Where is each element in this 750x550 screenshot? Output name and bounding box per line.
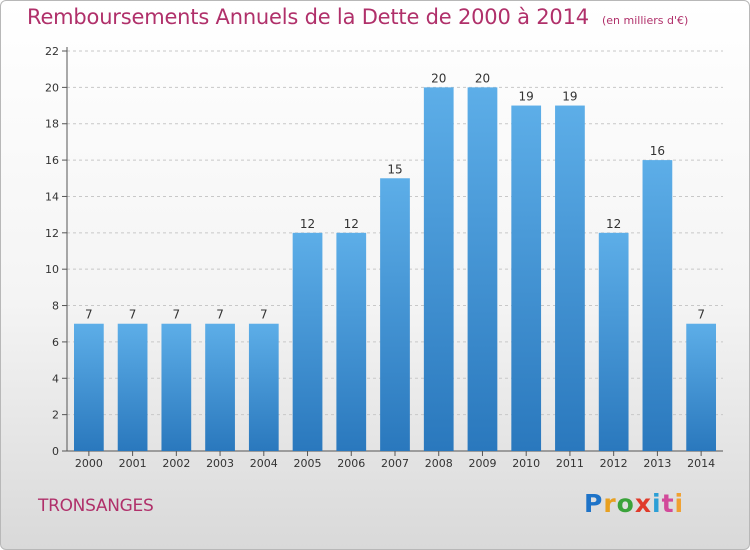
bar xyxy=(511,105,542,451)
bar-value-label: 15 xyxy=(387,162,402,176)
logo-letter: t xyxy=(661,489,675,518)
y-tick-label: 22 xyxy=(45,45,59,58)
logo-letter: o xyxy=(616,489,635,518)
logo-letter: x xyxy=(634,489,652,518)
y-tick-label: 4 xyxy=(52,372,59,385)
bar xyxy=(205,323,235,451)
y-tick-label: 6 xyxy=(52,336,59,349)
y-tick-label: 10 xyxy=(45,263,59,276)
bar-value-label: 12 xyxy=(344,217,359,231)
title-row: Remboursements Annuels de la Dette de 20… xyxy=(27,5,688,29)
chart-subtitle: (en milliers d'€) xyxy=(602,14,689,27)
bar xyxy=(336,232,367,451)
bar-value-label: 19 xyxy=(519,90,534,104)
x-tick-label: 2004 xyxy=(250,457,278,470)
bars xyxy=(73,87,717,452)
y-tick-label: 0 xyxy=(52,445,59,458)
bar xyxy=(555,105,585,451)
x-tick-label: 2013 xyxy=(643,457,671,470)
bar-value-label: 19 xyxy=(562,90,577,104)
logo-letter: i xyxy=(652,489,662,518)
x-tick-label: 2006 xyxy=(337,457,365,470)
bar-value-label: 7 xyxy=(697,308,705,322)
bar xyxy=(73,323,104,451)
data-labels: 7 7 7 7 7 12 12 15 20 20 19 19 12 16 7 xyxy=(85,71,705,321)
y-tick-label: 8 xyxy=(52,300,59,313)
bar-value-label: 7 xyxy=(216,308,224,322)
bar xyxy=(467,87,498,451)
y-tick-label: 14 xyxy=(45,190,59,203)
x-tick-label: 2010 xyxy=(512,457,540,470)
logo-letter: r xyxy=(603,489,617,518)
proxiti-logo[interactable]: Proxiti xyxy=(584,489,684,518)
bar xyxy=(117,323,148,451)
bar xyxy=(686,323,717,451)
x-tick-label: 2003 xyxy=(206,457,234,470)
x-tick-label: 2002 xyxy=(162,457,190,470)
bar xyxy=(642,160,673,451)
bar xyxy=(161,323,192,451)
bar-value-label: 7 xyxy=(173,308,181,322)
x-tick-label: 2001 xyxy=(119,457,147,470)
y-tick-label: 12 xyxy=(45,227,59,240)
logo-letter: P xyxy=(584,489,604,518)
y-tick-label: 16 xyxy=(45,154,59,167)
x-tick-label: 2007 xyxy=(381,457,409,470)
bar-value-label: 7 xyxy=(260,308,268,322)
bar xyxy=(598,232,629,451)
x-tick-label: 2005 xyxy=(294,457,322,470)
x-tick-label: 2012 xyxy=(600,457,628,470)
bar xyxy=(423,87,454,451)
y-tick-label: 20 xyxy=(45,81,59,94)
x-tick-label: 2000 xyxy=(75,457,103,470)
chart-title: Remboursements Annuels de la Dette de 20… xyxy=(27,5,589,29)
y-tick-label: 2 xyxy=(52,409,59,422)
x-tick-label: 2011 xyxy=(556,457,584,470)
y-tick-label: 18 xyxy=(45,118,59,131)
bar-value-label: 12 xyxy=(300,217,315,231)
bar-value-label: 20 xyxy=(475,71,490,85)
bar-value-label: 12 xyxy=(606,217,621,231)
bar xyxy=(292,232,323,451)
bar-value-label: 7 xyxy=(85,308,93,322)
bar xyxy=(248,323,279,451)
logo-letter: i xyxy=(674,489,685,518)
x-tick-label: 2008 xyxy=(425,457,453,470)
bar-value-label: 20 xyxy=(431,71,446,85)
x-tick-label: 2014 xyxy=(687,457,715,470)
bar-value-label: 16 xyxy=(650,144,665,158)
x-tick-label: 2009 xyxy=(468,457,496,470)
bar-value-label: 7 xyxy=(129,308,137,322)
commune-name: TRONSANGES xyxy=(38,496,154,516)
bar xyxy=(380,178,410,452)
